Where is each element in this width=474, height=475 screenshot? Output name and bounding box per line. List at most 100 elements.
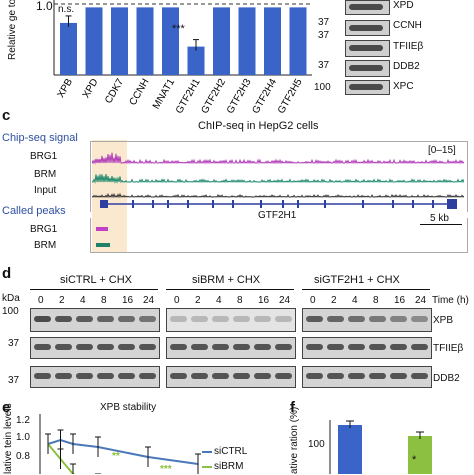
exon [232,200,234,208]
exon [432,200,434,208]
timepoint-label: 4 [216,295,222,306]
blot-d-1-2 [166,366,296,388]
blot-d-2-2 [302,366,432,388]
exon [212,200,214,208]
annotation-e-2: *** [160,464,172,475]
ns-label: n.s. [58,4,75,15]
bar-gtf2h2 [213,7,230,76]
browser-frame [90,141,468,212]
blot-d-2-1 [302,337,432,359]
panel-e-title: XPB stability [100,402,157,413]
panel-e-chart [39,414,201,474]
bar-gtf2h5 [289,7,307,76]
marker-b-2: 37 [318,30,330,41]
bar-mnat1 [162,7,179,76]
marker-b-3: 37 [318,60,330,71]
timepoint-label: 0 [310,295,316,306]
time-label: Time (h) [432,295,469,306]
panel-e-ylabel: lative tein levels [3,403,14,474]
timepoint-label: 24 [279,295,291,306]
timepoint-label: 24 [143,295,155,306]
exon [152,200,154,208]
legend-sibrm: siBRM [214,461,244,472]
peak-brg1 [96,227,108,231]
timepoint-label: 8 [237,295,243,306]
timepoint-label: 16 [122,295,134,306]
exon [167,200,169,208]
blot-d-0-0 [30,308,160,332]
exon [297,200,299,208]
timepoint-label: 24 [415,295,427,306]
label-xpd: XPD [393,0,414,11]
blot-d-0-1 [30,337,160,359]
marker-b-4: 100 [314,82,331,93]
legend-sictrl: siCTRL [214,446,248,457]
marker-d-100: 100 [2,306,19,317]
exon [324,200,326,208]
gene-label: GTF2H1 [258,210,297,221]
marker-b-1: 37 [318,17,330,28]
bar-cdk7 [111,7,128,76]
panel-a-chart: XPB XPD CDK7 CCNH MNAT1GTF2H1GTF2H2GTF2H3GTF… [53,0,312,116]
timepoint-label: 2 [59,295,65,306]
bar-f-0 [338,425,362,474]
exon [260,200,262,208]
panel-f-ytick: 100 [308,439,325,450]
exon [362,200,364,208]
input-signal [92,192,464,199]
panel-e-letter: e [2,399,11,416]
chip-seq-title: ChIP-seq in HepG2 cells [198,120,319,132]
x-tick-label: XPD [81,77,101,100]
x-tick-label: MNAT1 [151,77,177,112]
blot-d-1-1 [166,337,296,359]
peak-label-brm: BRM [34,240,57,251]
label-ccnh: CCNH [393,20,422,31]
bar-xpb [60,22,77,75]
peaks-frame [90,218,468,253]
x-tick-label: CCNH [128,77,152,108]
track-label-input: Input [34,185,57,196]
peak-label-brg1: BRG1 [30,224,58,235]
panel-a-ylabel: Relative ge to s [7,0,18,60]
signal-tracks [92,152,464,199]
track-label-brm: BRM [34,169,57,180]
panel-d-letter: d [2,265,12,282]
scale-bar [420,224,462,225]
exon [282,200,284,208]
series-sictrl [47,438,199,465]
timepoint-label: 2 [331,295,337,306]
exon [132,200,134,208]
panel-e-ytick-0: 1.2 [16,415,30,426]
range-label: [0–15] [428,145,456,156]
exon [187,200,189,208]
timepoint-label: 0 [174,295,180,306]
label-ddb2: DDB2 [393,61,420,72]
bar-xpd [85,7,103,76]
panel-a-ytick-top: 1.0 [36,0,53,13]
timepoint-label: 2 [195,295,201,306]
panel-c-letter: c [2,107,11,124]
kda-label: kDa [2,293,20,304]
panel-f-ylabel: ative ration (%) [289,406,300,474]
timepoint-label: 8 [373,295,379,306]
group-label-sibrm: siBRM + CHX [192,274,261,286]
significance-label-a: *** [172,23,185,35]
peak-brm [96,243,110,247]
chip-signal-label: Chip-seq signal [2,132,78,144]
timepoint-label: 16 [394,295,406,306]
exon [392,200,394,208]
row-label-ddb2: DDB2 [433,373,460,384]
panel-e-ytick-1: 1.0 [16,432,30,443]
panel-e-ytick-2: 0.8 [16,451,30,462]
brm-signal [92,173,464,184]
blot-d-2-0 [302,308,432,332]
exon [412,200,414,208]
brg1-signal [92,152,464,165]
bar-gtf2h3 [238,7,256,76]
label-xpc: XPC [393,81,414,92]
x-tick-label: GTF2H5 [276,77,305,116]
row-label-tfiieb: TFIIEβ [433,343,464,354]
x-tick-label: CDK7 [103,77,126,106]
gene-model [100,199,457,209]
group-label-sictrl: siCTRL + CHX [60,274,133,286]
